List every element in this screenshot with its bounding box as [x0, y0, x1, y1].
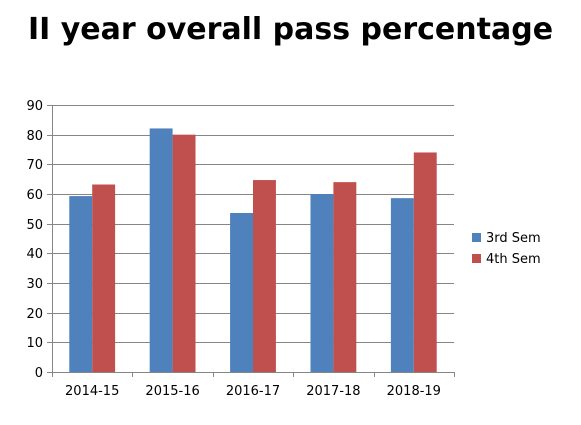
- x-tick-labels: 2014-15 2015-16 2016-17 2017-18 2018-19: [65, 384, 441, 399]
- bar-3rd-sem-2016-17: [230, 212, 253, 372]
- y-tick-label: 90: [26, 99, 43, 114]
- y-tick-label: 20: [26, 307, 43, 322]
- x-tick-label: 2016-17: [226, 384, 280, 399]
- bar-4th-sem-2018-19: [413, 152, 437, 372]
- y-tick-label: 0: [35, 366, 43, 381]
- x-tick-label: 2015-16: [145, 384, 199, 399]
- bar-3rd-sem-2014-15: [69, 196, 93, 372]
- x-tick-label: 2014-15: [65, 384, 119, 399]
- bar-4th-sem-2015-16: [172, 134, 196, 372]
- bar-3rd-sem-2018-19: [390, 198, 414, 372]
- y-tick-label: 40: [26, 247, 43, 262]
- y-tick-labels: 0 10 20 30 40 50 60 70 80 90: [26, 99, 43, 381]
- bar-3rd-sem-2017-18: [310, 194, 334, 372]
- legend-swatch: [472, 254, 481, 263]
- y-tick-label: 80: [26, 129, 43, 144]
- x-tick-label: 2017-18: [306, 384, 360, 399]
- y-tick-label: 10: [26, 336, 43, 351]
- y-tick-label: 60: [26, 188, 43, 203]
- legend-label: 3rd Sem: [486, 231, 541, 246]
- y-tick-label: 70: [26, 158, 43, 173]
- legend-swatch: [472, 233, 481, 242]
- chart-title: II year overall pass percentage: [27, 12, 554, 47]
- y-tick-label: 30: [26, 277, 43, 292]
- y-tick-label: 50: [26, 218, 43, 233]
- axes: [47, 105, 455, 377]
- x-tick-label: 2018-19: [387, 384, 441, 399]
- legend: 3rd Sem 4th Sem: [472, 231, 541, 267]
- bar-3rd-sem-2015-16: [149, 128, 173, 372]
- bar-4th-sem-2014-15: [92, 184, 116, 372]
- bars: [69, 128, 437, 372]
- bar-4th-sem-2016-17: [253, 180, 276, 372]
- bar-4th-sem-2017-18: [333, 182, 357, 372]
- legend-label: 4th Sem: [486, 252, 541, 267]
